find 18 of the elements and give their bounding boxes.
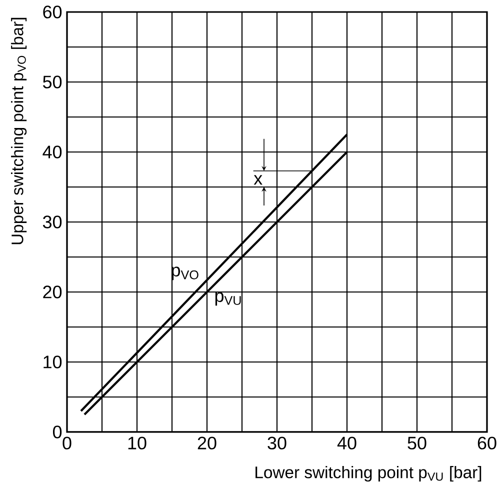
x-tick-label: 0 xyxy=(62,436,72,450)
y-tick-label: 60 xyxy=(43,6,62,18)
y-tick-label: 10 xyxy=(44,356,62,368)
x-tick-label: 60 xyxy=(478,436,496,450)
x-tick-label: 50 xyxy=(408,436,426,450)
y-tick-label: 50 xyxy=(42,76,62,88)
y-tick-label: 30 xyxy=(42,216,62,228)
y-tick-label: 0 xyxy=(52,426,62,438)
x-tick-label: 30 xyxy=(268,436,286,450)
x-tick-label: 20 xyxy=(198,436,216,450)
x-axis-title: Lower switching point p$_{VU}$ [bar] xyxy=(256,466,482,482)
series-label: p$_{VU}$ xyxy=(215,292,241,306)
y-axis-title: Upper switching point p$_{VO}$ [bar] xyxy=(11,18,27,244)
y-tick-label: 40 xyxy=(42,146,62,158)
x-tick-label: 40 xyxy=(337,436,356,450)
x-tick-label: 10 xyxy=(128,436,146,450)
annotation: x xyxy=(254,175,262,185)
y-tick-label: 20 xyxy=(43,286,62,298)
